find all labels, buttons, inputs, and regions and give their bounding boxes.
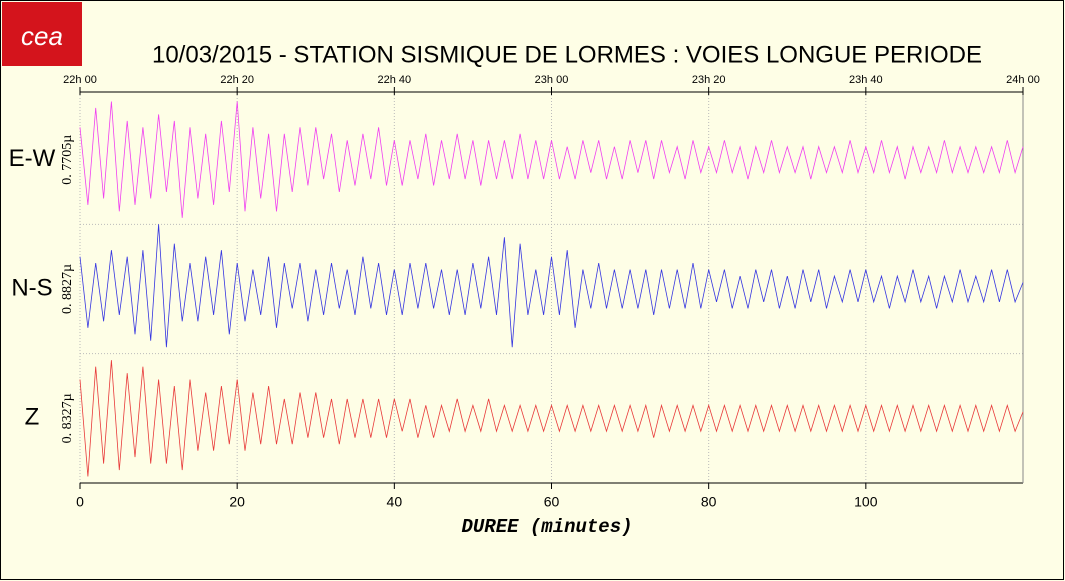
top-tick-label: 23h 20 bbox=[692, 74, 726, 86]
trace bbox=[79, 101, 1024, 218]
x-tick-label: 80 bbox=[701, 494, 717, 510]
top-tick-label: 23h 40 bbox=[849, 74, 883, 86]
x-axis-label: DUREE (minutes) bbox=[461, 516, 632, 538]
top-tick-label: 22h 00 bbox=[63, 74, 97, 86]
scale-label: 0. 7705µ bbox=[60, 135, 75, 185]
x-tick-label: 100 bbox=[854, 494, 878, 510]
trace-name: E-W bbox=[9, 145, 56, 172]
x-tick-label: 20 bbox=[229, 494, 245, 510]
x-tick-label: 40 bbox=[387, 494, 403, 510]
logo-box bbox=[2, 2, 82, 66]
top-tick-label: 24h 00 bbox=[1006, 74, 1040, 86]
top-tick-label: 23h 00 bbox=[535, 74, 569, 86]
trace-name: Z bbox=[25, 404, 40, 431]
trace-name: N-S bbox=[11, 274, 52, 301]
top-tick-label: 22h 20 bbox=[220, 74, 254, 86]
trace bbox=[79, 224, 1024, 348]
x-tick-label: 60 bbox=[544, 494, 560, 510]
chart-title: 10/03/2015 - STATION SISMIQUE DE LORMES … bbox=[152, 41, 982, 68]
logo: cea bbox=[21, 21, 63, 51]
trace bbox=[79, 360, 1024, 477]
scale-label: 0. 8827µ bbox=[60, 264, 75, 314]
scale-label: 0. 8327µ bbox=[60, 393, 75, 443]
top-tick-label: 22h 40 bbox=[378, 74, 412, 86]
x-tick-label: 0 bbox=[76, 494, 84, 510]
